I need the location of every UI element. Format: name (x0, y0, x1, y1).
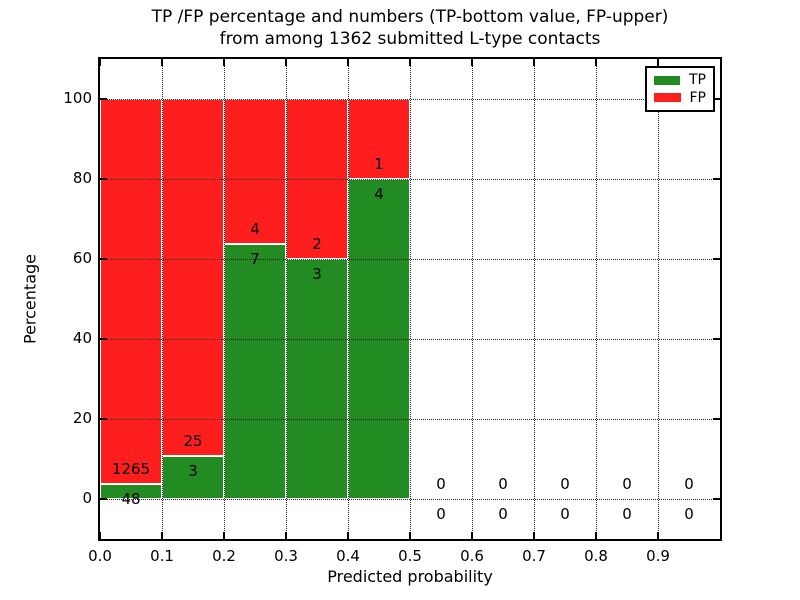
y-tick-mark (100, 338, 107, 340)
fp-count-label: 1 (374, 155, 384, 173)
x-tick-label: 0.3 (274, 547, 298, 565)
y-tick-mark (713, 498, 720, 500)
tp-count-label: 0 (436, 505, 446, 523)
y-tick-mark (713, 418, 720, 420)
y-tick-label: 20 (72, 409, 92, 427)
bar-segment-fp (162, 99, 224, 457)
x-tick-mark (161, 59, 163, 66)
x-gridline (409, 59, 411, 539)
x-tick-mark (99, 59, 101, 66)
x-tick-mark (533, 532, 535, 539)
tp-count-label: 48 (121, 490, 141, 509)
bar-segment-fp (100, 99, 162, 485)
legend-item-fp: FP (654, 91, 706, 105)
x-tick-mark (533, 59, 535, 66)
y-tick-label: 0 (82, 489, 92, 507)
x-tick-mark (471, 59, 473, 66)
legend-swatch-fp-icon (654, 93, 681, 103)
x-axis-label: Predicted probability (327, 567, 493, 586)
x-tick-label: 0.6 (460, 547, 484, 565)
x-gridline (657, 59, 659, 539)
legend-swatch-tp-icon (654, 75, 680, 85)
x-tick-mark (223, 532, 225, 539)
fp-count-label: 0 (684, 475, 694, 493)
legend-label-fp: FP (689, 89, 707, 106)
y-tick-mark (713, 258, 720, 260)
tp-count-label: 0 (622, 505, 632, 523)
x-tick-mark (409, 59, 411, 66)
y-tick-mark (713, 338, 720, 340)
plot-area (98, 57, 722, 541)
tp-count-label: 0 (560, 505, 570, 523)
fp-count-label: 0 (622, 475, 632, 493)
x-tick-mark (285, 532, 287, 539)
tp-count-label: 0 (684, 505, 694, 523)
tp-count-label: 7 (250, 250, 260, 269)
legend-label-tp: TP (689, 72, 706, 89)
tp-count-label: 3 (188, 462, 198, 481)
bar-segment-tp (224, 244, 286, 499)
y-axis-label: Percentage (20, 253, 40, 345)
x-gridline (161, 59, 163, 539)
fp-count-label: 0 (498, 475, 508, 493)
x-gridline (285, 59, 287, 539)
fp-count-label: 2 (312, 235, 322, 253)
x-tick-label: 0.9 (646, 547, 670, 565)
fp-count-label: 25 (183, 432, 203, 451)
y-tick-mark (713, 178, 720, 180)
x-tick-label: 0.5 (398, 547, 422, 565)
x-gridline (223, 59, 225, 539)
y-tick-mark (100, 98, 107, 100)
bar-segment-fp (348, 99, 410, 179)
x-tick-mark (347, 532, 349, 539)
x-tick-mark (223, 59, 225, 66)
y-tick-label: 60 (72, 249, 92, 267)
x-tick-label: 0.7 (522, 547, 546, 565)
x-tick-mark (657, 532, 659, 539)
y-tick-label: 100 (63, 89, 92, 107)
y-tick-mark (100, 258, 107, 260)
y-tick-label: 80 (72, 169, 92, 187)
legend-item-tp: TP (654, 73, 706, 87)
x-gridline (595, 59, 597, 539)
x-tick-mark (595, 59, 597, 66)
fp-count-label: 0 (560, 475, 570, 493)
fp-count-label: 0 (436, 475, 446, 493)
y-tick-label: 40 (72, 329, 92, 347)
bar-segment-tp (286, 259, 348, 499)
chart-title-line2: from among 1362 submitted L-type contact… (219, 29, 601, 49)
tp-count-label: 0 (498, 505, 508, 523)
x-tick-mark (471, 532, 473, 539)
x-tick-label: 0.4 (336, 547, 360, 565)
y-tick-mark (100, 178, 107, 180)
y-tick-mark (100, 498, 107, 500)
bar-segment-fp (224, 99, 286, 245)
x-gridline (533, 59, 535, 539)
fp-count-label: 4 (250, 220, 260, 239)
tp-count-label: 3 (312, 265, 322, 283)
x-tick-label: 0.2 (212, 547, 236, 565)
bar-segment-tp (162, 456, 224, 499)
y-tick-mark (713, 98, 720, 100)
x-tick-label: 0.8 (584, 547, 608, 565)
tp-count-label: 4 (374, 185, 384, 203)
y-tick-mark (100, 418, 107, 420)
x-tick-mark (409, 532, 411, 539)
x-tick-mark (161, 532, 163, 539)
legend: TP FP (645, 66, 715, 112)
x-tick-label: 0.0 (88, 547, 112, 565)
x-tick-mark (99, 532, 101, 539)
chart-title-line1: TP /FP percentage and numbers (TP-bottom… (151, 7, 669, 27)
x-tick-mark (285, 59, 287, 66)
x-gridline (347, 59, 349, 539)
x-tick-mark (347, 59, 349, 66)
x-gridline (471, 59, 473, 539)
x-tick-mark (595, 532, 597, 539)
fp-count-label: 1265 (111, 460, 151, 479)
x-tick-mark (657, 59, 659, 66)
x-tick-label: 0.1 (150, 547, 174, 565)
